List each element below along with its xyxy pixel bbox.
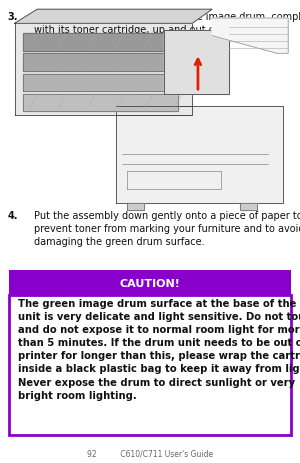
Polygon shape [23, 94, 178, 112]
Polygon shape [23, 75, 178, 92]
Text: Holding it by its top centre, lift the image drum, complete
with its toner cartr: Holding it by its top centre, lift the i… [34, 12, 300, 35]
Text: 3.: 3. [8, 12, 18, 22]
Polygon shape [116, 107, 283, 204]
Polygon shape [240, 204, 257, 211]
Polygon shape [128, 204, 144, 211]
Polygon shape [15, 24, 192, 116]
Text: The green image drum surface at the base of the ID
unit is very delicate and lig: The green image drum surface at the base… [18, 299, 300, 400]
Polygon shape [212, 19, 288, 54]
Bar [9, 271, 291, 295]
Polygon shape [23, 34, 178, 51]
Text: 4.: 4. [8, 211, 18, 221]
Bar [9, 295, 291, 435]
Polygon shape [164, 31, 229, 94]
Text: CAUTION!: CAUTION! [120, 278, 180, 288]
Polygon shape [15, 10, 212, 24]
Text: Put the assembly down gently onto a piece of paper to
prevent toner from marking: Put the assembly down gently onto a piec… [34, 211, 300, 246]
Polygon shape [23, 54, 178, 72]
Text: 92          C610/C711 User's Guide: 92 C610/C711 User's Guide [87, 448, 213, 457]
